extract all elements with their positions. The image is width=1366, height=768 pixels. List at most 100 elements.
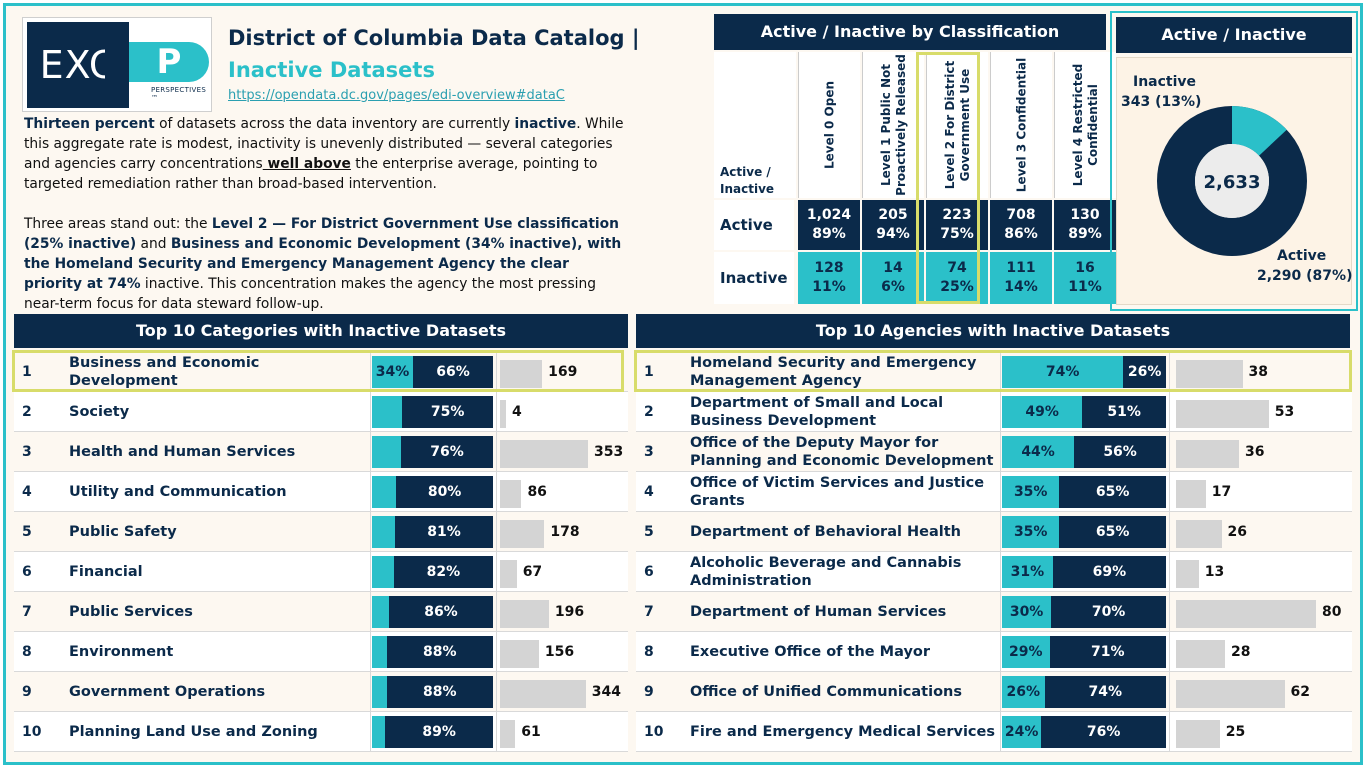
matrix-cell-pct: 14% (1004, 279, 1038, 295)
row-name: Office of the Deputy Mayor for Planning … (690, 435, 994, 469)
categories-row[interactable]: 10 Planning Land Use and Zoning 89% 61 (14, 712, 628, 752)
inactive-segment (372, 476, 397, 508)
categories-row[interactable]: 5 Public Safety 81% 178 (14, 512, 628, 552)
row-name: Office of Victim Services and Justice Gr… (690, 475, 985, 509)
matrix-cell-pct: 86% (1004, 226, 1038, 242)
inactive-segment: 31% (1002, 556, 1053, 588)
inactive-count-bar (500, 600, 549, 628)
matrix-corner-label-line2: Inactive (720, 182, 775, 196)
matrix-column-header-label: Level 3 Confidential (1014, 58, 1029, 192)
active-segment: 75% (402, 396, 493, 428)
column-divider (1000, 592, 1001, 632)
categories-row[interactable]: 7 Public Services 86% 196 (14, 592, 628, 632)
narrative-run: . While this aggregate rate is modest, i… (24, 116, 624, 172)
categories-row[interactable]: 9 Government Operations 88% 344 (14, 672, 628, 712)
column-divider (1000, 432, 1001, 472)
inactive-count-bar (500, 560, 517, 588)
row-rank: 4 (22, 484, 32, 500)
agencies-row[interactable]: 8 Executive Office of the Mayor 29% 71% 28 (636, 632, 1352, 672)
inactive-segment: 35% (1002, 516, 1060, 548)
matrix-column-header-label: Level 1 Public Not Proactively Released (879, 54, 909, 196)
inactive-count-bar (500, 680, 586, 708)
categories-row[interactable]: 3 Health and Human Services 76% 353 (14, 432, 628, 472)
column-divider (370, 672, 371, 712)
inactive-count-bar (1176, 480, 1206, 508)
active-inactive-stacked-bar: 24% 76% (1002, 716, 1166, 748)
agencies-row[interactable]: 5 Department of Behavioral Health 35% 65% 26 (636, 512, 1352, 552)
active-segment: 88% (386, 636, 493, 668)
categories-row[interactable]: 2 Society 75% 4 (14, 392, 628, 432)
matrix-column-header-line1: Level 0 Open (822, 80, 836, 170)
inactive-count-bar (1176, 720, 1220, 748)
agencies-row[interactable]: 9 Office of Unified Communications 26% 74% 6… (636, 672, 1352, 712)
matrix-cell-count: 130 (1070, 207, 1100, 223)
categories-row[interactable]: 4 Utility and Communication 80% 86 (14, 472, 628, 512)
matrix-corner-label: Active / Inactive (720, 164, 774, 198)
agencies-row[interactable]: 3 Office of the Deputy Mayor for Planning… (636, 432, 1352, 472)
agencies-row[interactable]: 1 Homeland Security and Emergency Managem… (636, 352, 1352, 392)
classification-matrix: Active / Inactive Active Inactive Level … (714, 52, 1116, 304)
categories-row[interactable]: 1 Business and Economic Development 34% 66%… (14, 352, 628, 392)
categories-row[interactable]: 6 Financial 82% 67 (14, 552, 628, 592)
matrix-cell-inactive: 128 11% (798, 252, 860, 304)
inactive-count-bar (1176, 520, 1222, 548)
column-divider (370, 512, 371, 552)
active-inactive-stacked-bar: 88% (372, 636, 493, 668)
matrix-column-header: Level 4 Restricted Confidential (1054, 52, 1116, 198)
agencies-row[interactable]: 7 Department of Human Services 30% 70% 80 (636, 592, 1352, 632)
row-name: Environment (69, 644, 174, 660)
column-divider (1000, 472, 1001, 512)
matrix-cell-count: 1,024 (806, 207, 852, 223)
active-inactive-stacked-bar: 35% 65% (1002, 516, 1166, 548)
row-rank: 2 (22, 404, 32, 420)
row-rank: 8 (644, 644, 654, 660)
source-link[interactable]: https://opendata.dc.gov/pages/edi-overvi… (228, 88, 565, 103)
column-divider (370, 592, 371, 632)
donut-total: 2,633 (1204, 172, 1261, 193)
inactive-segment (372, 516, 395, 548)
row-rank: 3 (644, 444, 654, 460)
inactive-count-bar (500, 640, 539, 668)
agencies-panel-title: Top 10 Agencies with Inactive Datasets (636, 314, 1350, 348)
categories-panel-title: Top 10 Categories with Inactive Datasets (14, 314, 628, 348)
inactive-segment: 44% (1002, 436, 1075, 468)
column-divider (1169, 552, 1170, 592)
row-rank: 6 (22, 564, 32, 580)
matrix-cell-pct: 89% (812, 226, 846, 242)
inactive-count-bar (500, 400, 506, 428)
donut-hole (1195, 144, 1269, 218)
active-inactive-stacked-bar: 29% 71% (1002, 636, 1166, 668)
row-rank: 2 (644, 404, 654, 420)
row-rank: 9 (22, 684, 32, 700)
inactive-segment (372, 716, 386, 748)
column-divider (1169, 392, 1170, 432)
narrative-paragraph-1: Thirteen percent of datasets across the … (24, 114, 624, 194)
agencies-row[interactable]: 6 Alcoholic Beverage and Cannabis Adminis… (636, 552, 1352, 592)
column-divider (496, 352, 497, 392)
active-segment: 74% (1044, 676, 1166, 708)
row-rank: 7 (22, 604, 32, 620)
inactive-segment: 35% (1002, 476, 1060, 508)
agencies-row[interactable]: 2 Department of Small and Local Business … (636, 392, 1352, 432)
donut-inactive-label: Inactive (1133, 74, 1197, 90)
row-name: Homeland Security and Emergency Manageme… (690, 355, 977, 389)
narrative-paragraph-2: Three areas stand out: the Level 2 — For… (24, 214, 624, 314)
inactive-count: 86 (527, 484, 547, 500)
matrix-cell-pct: 25% (940, 279, 974, 295)
column-divider (496, 672, 497, 712)
inactive-segment (372, 436, 402, 468)
row-name: Department of Human Services (690, 604, 947, 620)
active-inactive-stacked-bar: 80% (372, 476, 493, 508)
categories-row[interactable]: 8 Environment 88% 156 (14, 632, 628, 672)
inactive-count: 36 (1245, 444, 1265, 460)
active-inactive-stacked-bar: 34% 66% (372, 356, 493, 388)
column-divider (370, 352, 371, 392)
active-segment: 86% (388, 596, 493, 628)
column-divider (1169, 472, 1170, 512)
classification-matrix-title: Active / Inactive by Classification (714, 14, 1106, 50)
active-segment: 65% (1059, 476, 1166, 508)
row-rank: 5 (22, 524, 32, 540)
row-rank: 1 (644, 364, 654, 380)
agencies-row[interactable]: 10 Fire and Emergency Medical Services 24%… (636, 712, 1352, 752)
agencies-row[interactable]: 4 Office of Victim Services and Justice G… (636, 472, 1352, 512)
